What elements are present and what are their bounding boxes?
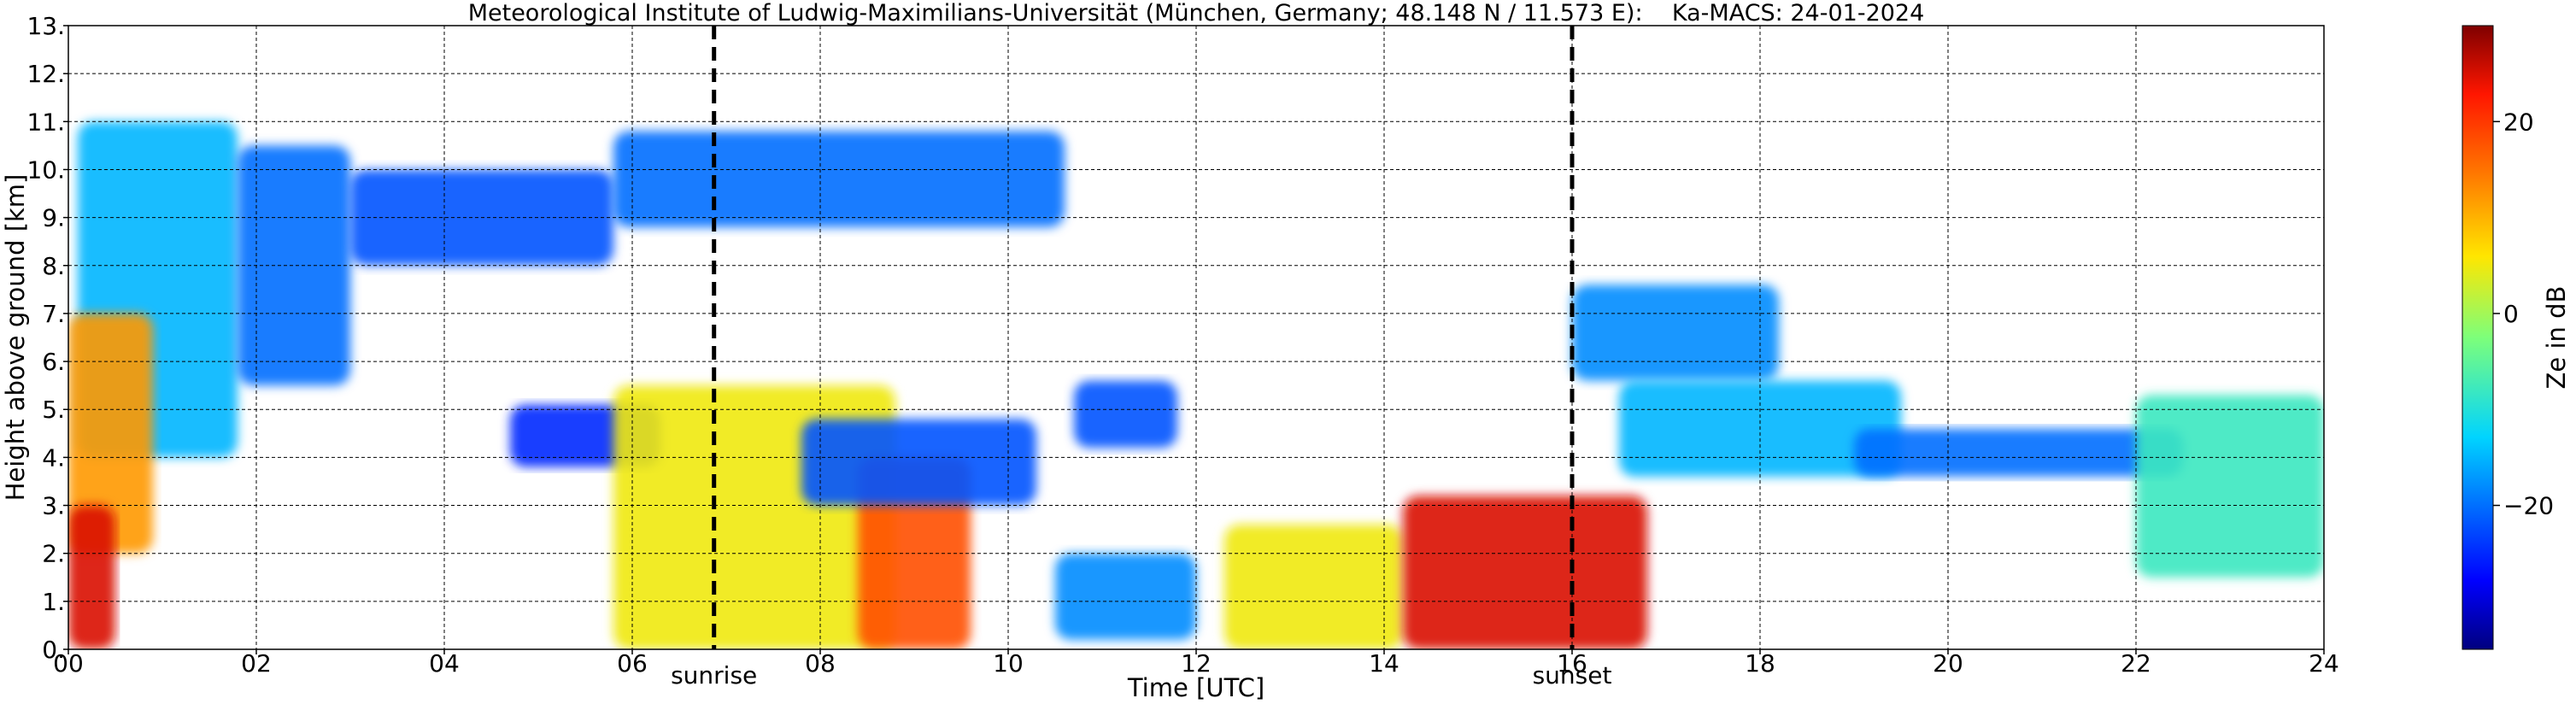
- y-tick-label: 1.: [42, 588, 65, 616]
- x-tick-label: 14: [1369, 649, 1399, 678]
- plot-area: [68, 121, 2324, 649]
- sunset-label: sunset: [1533, 661, 1612, 689]
- x-tick-label: 02: [241, 649, 272, 678]
- colorbar-tick-label: 20: [2503, 108, 2534, 136]
- x-tick-label: 20: [1933, 649, 1963, 678]
- y-tick-label: 6.: [42, 348, 65, 376]
- echo-region: [68, 313, 153, 554]
- x-tick-label: 00: [53, 649, 84, 678]
- x-tick-label: 16: [1557, 649, 1587, 678]
- y-tick-label: 4.: [42, 443, 65, 472]
- y-axis-label: Height above ground [km]: [1, 174, 30, 502]
- x-tick-label: 06: [617, 649, 648, 678]
- y-axis-ticks: 0. 1. 2. 3. 4. 5. 6. 7. 8. 9. 10. 11. 12. 13.: [26, 12, 68, 664]
- y-tick-label: 12.: [26, 60, 65, 88]
- colorbar-tick-label: −20: [2503, 492, 2554, 520]
- sun-markers: sunrise sunset: [671, 26, 1611, 689]
- y-tick-label: 10.: [26, 155, 65, 184]
- y-tick-label: 5.: [42, 396, 65, 424]
- chart-title: Meteorological Institute of Ludwig-Maxim…: [468, 0, 1925, 26]
- echo-region: [613, 131, 1065, 227]
- y-tick-label: 2.: [42, 540, 65, 568]
- grid-lines: [68, 26, 2324, 649]
- echo-region: [2136, 395, 2324, 578]
- x-tick-label: 10: [993, 649, 1024, 678]
- x-tick-label: 12: [1181, 649, 1212, 678]
- echo-region: [1055, 553, 1196, 640]
- echo-region: [801, 419, 1036, 506]
- y-tick-label: 8.: [42, 252, 65, 280]
- echo-region: [1074, 380, 1177, 449]
- echo-region: [1403, 496, 1647, 649]
- x-tick-label: 22: [2121, 649, 2151, 678]
- x-tick-label: 24: [2309, 649, 2339, 678]
- colorbar-tick-label: 0: [2503, 300, 2519, 328]
- colorbar-label: Ze in dB: [2542, 286, 2571, 390]
- echo-region: [68, 505, 115, 649]
- y-tick-label: 9.: [42, 204, 65, 232]
- y-tick-label: 11.: [26, 108, 65, 136]
- echo-region: [1572, 285, 1779, 381]
- colorbar: [2462, 25, 2494, 650]
- x-tick-label: 18: [1745, 649, 1775, 678]
- colorbar-ticks: 20 0 −20: [2493, 108, 2554, 520]
- y-tick-label: 13.: [26, 12, 65, 40]
- y-tick-label: 3.: [42, 492, 65, 520]
- echo-region: [1854, 428, 2183, 477]
- x-axis-label: Time [UTC]: [1127, 673, 1265, 702]
- y-tick-label: 0.: [42, 636, 65, 664]
- echo-region: [1224, 525, 1403, 649]
- y-tick-label: 7.: [42, 300, 65, 328]
- echo-region: [238, 145, 350, 386]
- sunrise-label: sunrise: [671, 661, 757, 689]
- x-tick-label: 08: [805, 649, 836, 678]
- x-tick-label: 04: [429, 649, 460, 678]
- x-axis-ticks: 00 02 04 06 08 10 12 14 16 18 20 22 24: [53, 649, 2339, 678]
